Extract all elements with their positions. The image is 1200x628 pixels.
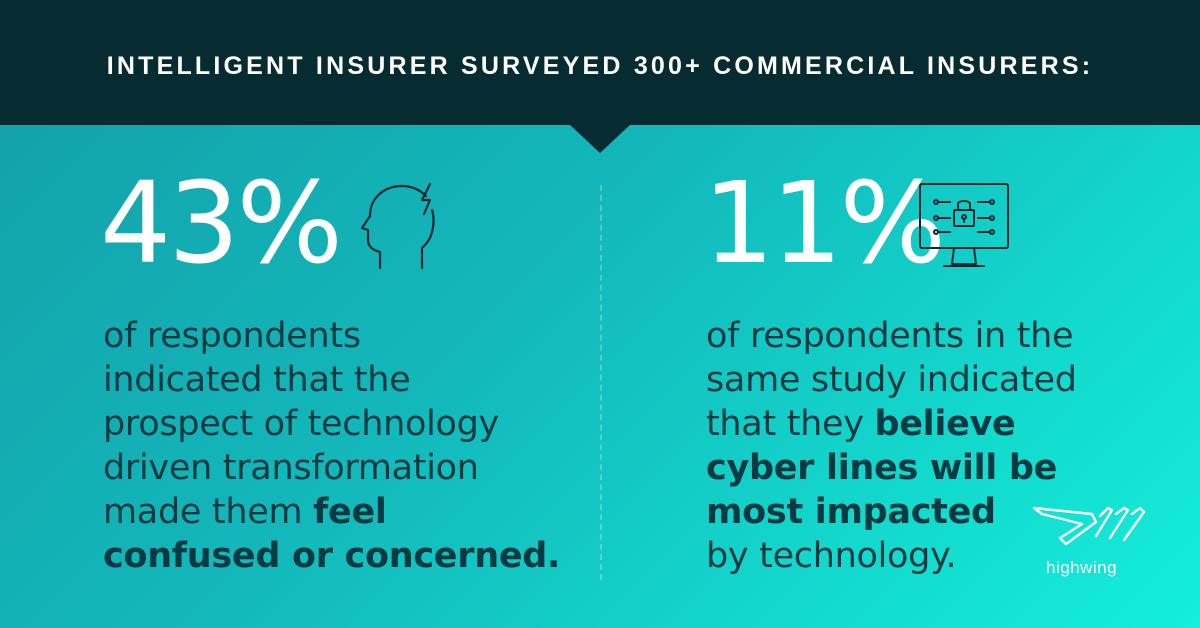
desc-right-line-2: same study indicated [706,360,1077,400]
desc-right-line-3: that they [706,404,875,444]
desc-right-line-6: by technology. [706,536,957,576]
desc-left-bold-2: confused or concerned. [103,536,561,576]
head-lightning-icon [360,182,435,270]
desc-right-bold-1: believe [874,404,1016,444]
desc-left-line-2: indicated that the [103,360,411,400]
desc-left-line-1: of respondents [103,316,361,356]
logo-text: highwing [1046,558,1118,577]
monitor-lock-icon [919,183,1009,267]
desc-left-bold-1: feel [313,492,387,532]
desc-right-bold-2: cyber lines will be [706,448,1058,488]
description-right: of respondents in the same study indicat… [706,314,1126,578]
desc-right-line-1: of respondents in the [706,316,1074,356]
column-divider [600,185,602,580]
header-banner: INTELLIGENT INSURER SURVEYED 300+ COMMER… [0,0,1200,125]
header-title: INTELLIGENT INSURER SURVEYED 300+ COMMER… [106,52,1094,80]
stat-percent-left: 43% [100,159,343,289]
desc-left-line-5: made them [103,492,314,532]
desc-left-line-3: prospect of technology [103,404,499,444]
header-pointer [569,124,631,153]
desc-left-line-4: driven transformation [103,448,479,488]
stat-percent-right: 11% [703,159,946,289]
desc-right-bold-3: most impacted [706,492,996,532]
description-left: of respondents indicated that the prospe… [103,314,573,578]
highwing-logo-icon [1032,506,1146,546]
